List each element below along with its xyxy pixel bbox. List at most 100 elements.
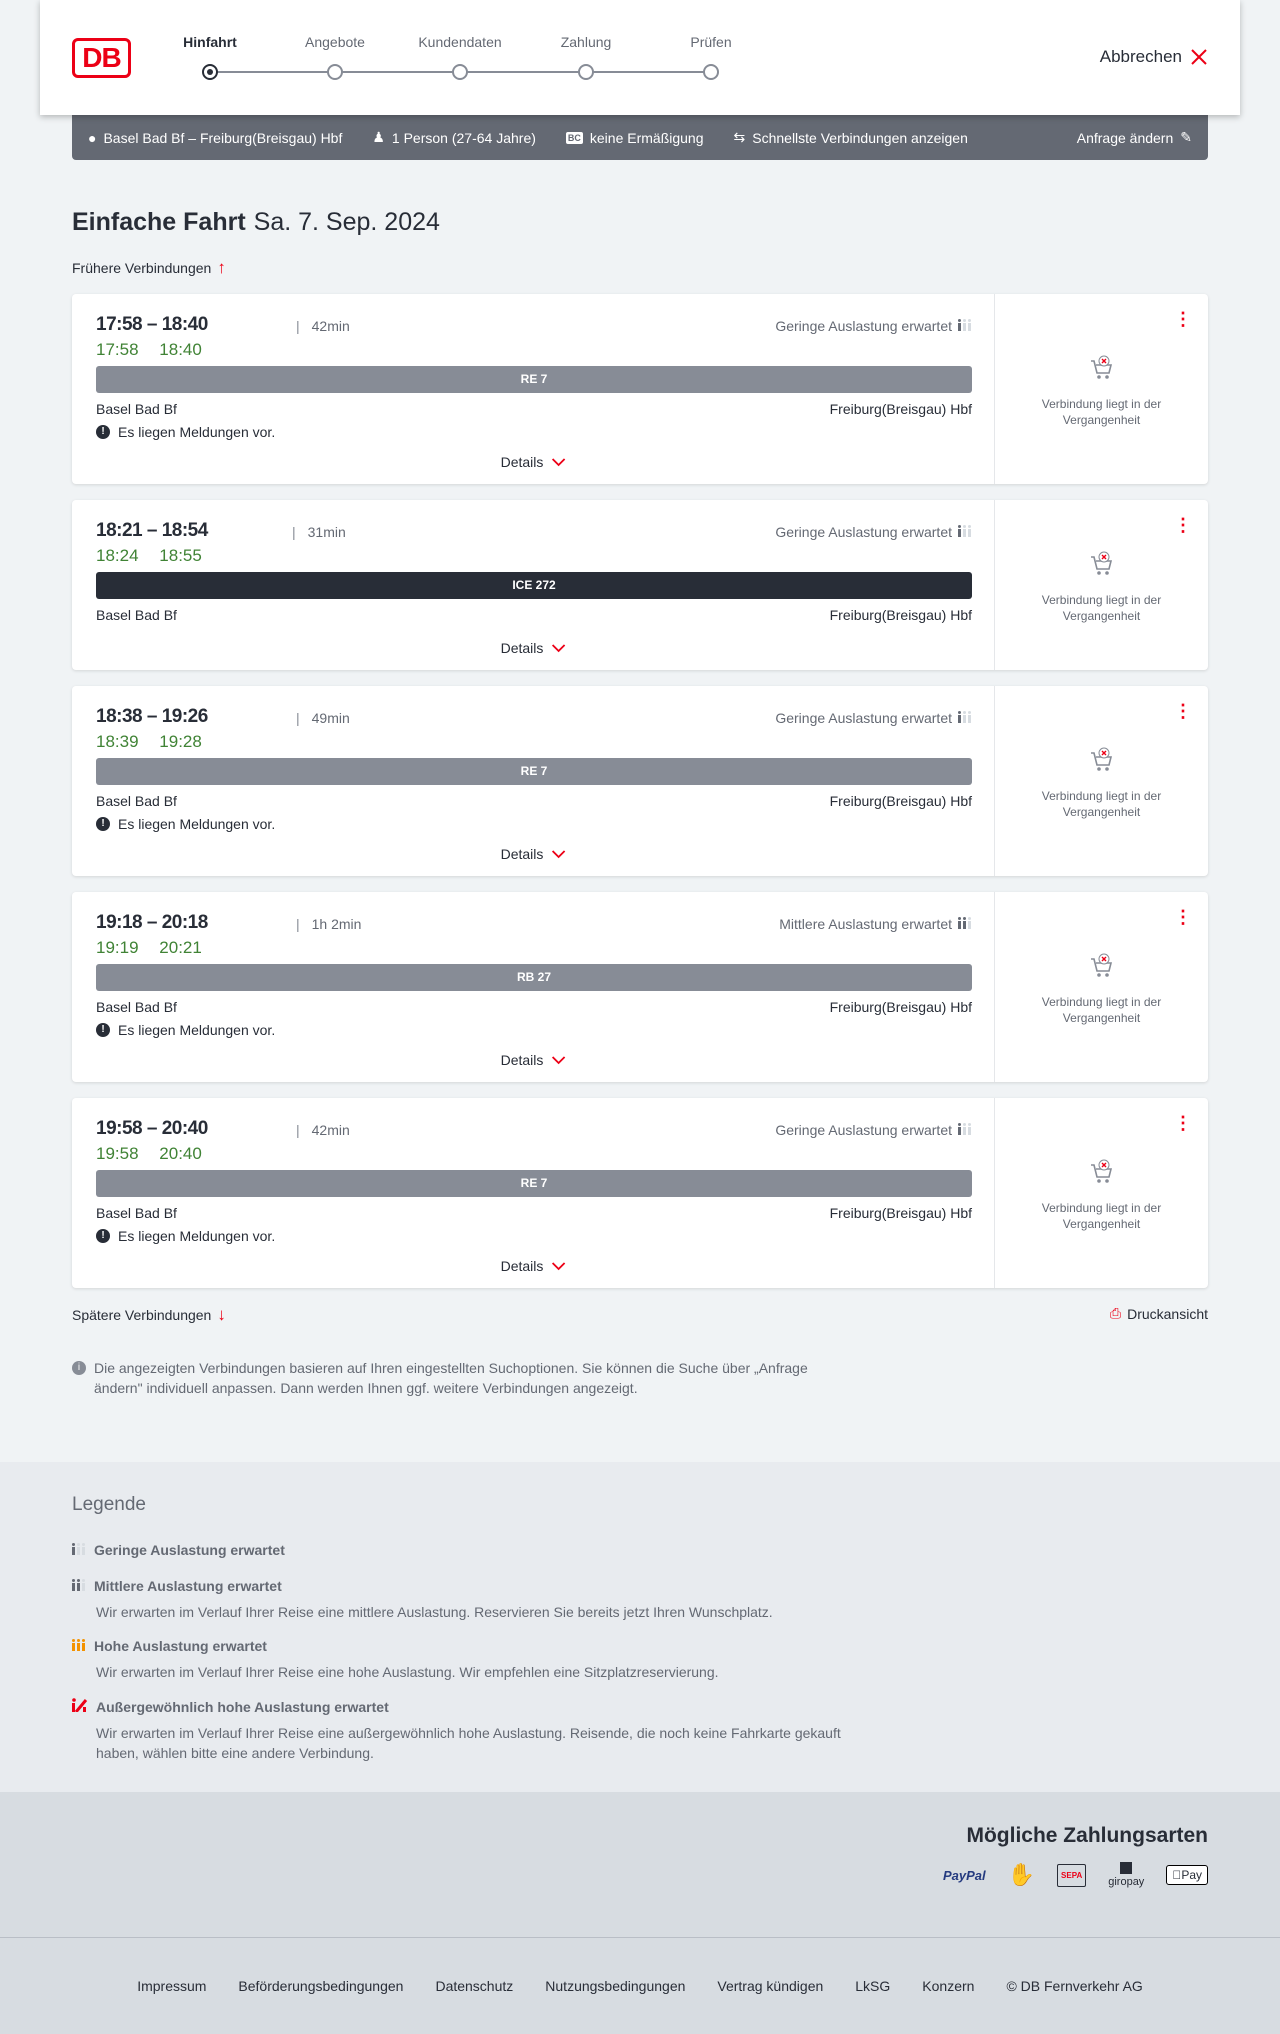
occupancy-indicator: Mittlere Auslastung erwartet [779, 916, 972, 932]
footer-link[interactable]: Konzern [922, 1978, 975, 1994]
page-title: Einfache Fahrt Sa. 7. Sep. 2024 [72, 208, 440, 237]
location-pin-icon: ● [88, 129, 97, 146]
legend-item: Mittlere Auslastung erwartet Wir erwarten… [72, 1578, 852, 1622]
arrow-up-icon: ↑ [217, 258, 226, 277]
departure-station: Basel Bad Bf [96, 999, 177, 1015]
search-summary-bar: ● Basel Bad Bf – Freiburg(Breisgau) Hbf ♟… [72, 115, 1208, 160]
footer-link[interactable]: Impressum [137, 1978, 207, 1994]
booking-status: ⋮ Verbindung liegt in der Vergangenheit [995, 1098, 1208, 1288]
header: DB Hinfahrt Angebote Kundendaten Zahlung Prü… [40, 0, 1240, 115]
route-summary[interactable]: ● Basel Bad Bf – Freiburg(Breisgau) Hbf [88, 130, 342, 146]
connection-card[interactable]: 18:21 – 18:54 | 31min Geringe Auslastung … [72, 500, 1208, 670]
pencil-icon: ✎ [1180, 129, 1192, 145]
step-indicator [703, 64, 719, 80]
more-options-icon[interactable]: ⋮ [1174, 515, 1192, 535]
arrow-down-icon: ↓ [217, 1305, 226, 1324]
duration: | 1h 2min [296, 916, 362, 932]
fastest-toggle[interactable]: ⇆ Schnellste Verbindungen anzeigen [734, 129, 968, 146]
db-logo[interactable]: DB [72, 38, 131, 78]
chevron-down-icon [551, 1261, 566, 1270]
details-toggle[interactable]: Details [501, 846, 566, 862]
connection-card[interactable]: 19:18 – 20:18 | 1h 2min Mittlere Auslastu… [72, 892, 1208, 1082]
earlier-connections-link[interactable]: Frühere Verbindungen ↑ [72, 258, 226, 278]
details-label: Details [500, 1052, 544, 1068]
legend-item: Hohe Auslastung erwartet Wir erwarten im … [72, 1638, 852, 1682]
details-label: Details [500, 846, 544, 862]
train-bar[interactable]: RE 7 [96, 758, 972, 785]
details-label: Details [500, 1258, 544, 1274]
details-toggle[interactable]: Details [501, 640, 566, 656]
departure-station: Basel Bad Bf [96, 793, 177, 809]
realtime-departure: 19:58 [96, 1144, 139, 1163]
legend-item-title: Außergewöhnlich hohe Auslastung erwartet [96, 1698, 389, 1715]
train-bar[interactable]: RE 7 [96, 366, 972, 393]
occupancy-indicator: Geringe Auslastung erwartet [775, 1122, 972, 1138]
discount-text: keine Ermäßigung [589, 129, 704, 146]
change-request-button[interactable]: Anfrage ändern ✎ [1077, 129, 1192, 146]
footer-link[interactable]: Nutzungsbedingungen [545, 1978, 686, 1994]
departure-station: Basel Bad Bf [96, 401, 177, 417]
train-bar[interactable]: RB 27 [96, 964, 972, 991]
step-label: Angebote [305, 34, 365, 50]
legend-item-desc: Wir erwarten im Verlauf Ihrer Reise eine… [96, 1725, 841, 1761]
realtime-arrival: 20:21 [159, 938, 202, 957]
realtime-times: 19:19 20:21 [96, 938, 202, 958]
more-options-icon[interactable]: ⋮ [1174, 701, 1192, 721]
details-toggle[interactable]: Details [501, 1258, 566, 1274]
duration-text: 42min [311, 318, 350, 334]
print-view-link[interactable]: ⎙ Druckansicht [1110, 1305, 1208, 1322]
realtime-times: 19:58 20:40 [96, 1144, 202, 1164]
occupancy-indicator: Geringe Auslastung erwartet [775, 524, 972, 540]
connection-card[interactable]: 18:38 – 19:26 | 49min Geringe Auslastung … [72, 686, 1208, 876]
exclamation-icon: ! [96, 1023, 110, 1037]
discount-summary[interactable]: BC keine Ermäßigung [565, 129, 704, 146]
occupancy-text: Mittlere Auslastung erwartet [779, 916, 952, 932]
duration: | 42min [296, 1122, 350, 1138]
cancel-button[interactable]: Abbrechen [1100, 47, 1208, 67]
credit-card-icon: ✋ [1007, 1862, 1036, 1887]
step-indicator [578, 64, 594, 80]
details-toggle[interactable]: Details [501, 1052, 566, 1068]
cancel-label: Abbrechen [1099, 47, 1182, 66]
notice: ! Es liegen Meldungen vor. [96, 1228, 275, 1244]
occupancy-indicator: Geringe Auslastung erwartet [775, 710, 972, 726]
later-connections-link[interactable]: Spätere Verbindungen ↓ [72, 1305, 226, 1325]
arrival-station: Freiburg(Breisgau) Hbf [829, 1205, 972, 1221]
realtime-arrival: 19:28 [159, 732, 202, 751]
arrival-station: Freiburg(Breisgau) Hbf [829, 607, 972, 623]
train-bar[interactable]: RE 7 [96, 1170, 972, 1197]
realtime-times: 18:39 19:28 [96, 732, 202, 752]
paypal-logo: PayPal [942, 1867, 986, 1883]
footer-link[interactable]: Beförderungsbedingungen [238, 1978, 404, 1994]
swap-arrows-icon: ⇆ [733, 129, 746, 145]
payment-title: Mögliche Zahlungsarten [966, 1824, 1208, 1847]
person-icon: ♟ [372, 129, 385, 145]
occupancy-text: Geringe Auslastung erwartet [775, 710, 952, 726]
connection-main: 18:21 – 18:54 | 31min Geringe Auslastung … [72, 500, 995, 670]
connection-card[interactable]: 19:58 – 20:40 | 42min Geringe Auslastung … [72, 1098, 1208, 1288]
notice-text: Es liegen Meldungen vor. [118, 816, 276, 832]
footer-link[interactable]: LkSG [855, 1978, 891, 1994]
more-options-icon[interactable]: ⋮ [1174, 907, 1192, 927]
occupancy-level-icon [72, 1698, 88, 1715]
cart-unavailable-icon [1090, 551, 1112, 575]
footer-link[interactable]: Vertrag kündigen [717, 1978, 824, 1994]
footer-link[interactable]: Datenschutz [435, 1978, 514, 1994]
traveller-summary[interactable]: ♟ 1 Person (27-64 Jahre) [372, 129, 536, 146]
notice-text: Es liegen Meldungen vor. [118, 1022, 276, 1038]
trip-type: Einfache Fahrt [72, 208, 246, 236]
details-toggle[interactable]: Details [501, 454, 566, 470]
legend-item-title: Hohe Auslastung erwartet [94, 1638, 267, 1654]
train-bar[interactable]: ICE 272 [96, 572, 972, 599]
legend-item-desc: Wir erwarten im Verlauf Ihrer Reise eine… [96, 1664, 719, 1680]
later-label: Spätere Verbindungen [72, 1307, 212, 1323]
booking-status: ⋮ Verbindung liegt in der Vergangenheit [995, 892, 1208, 1082]
more-options-icon[interactable]: ⋮ [1174, 309, 1192, 329]
connection-card[interactable]: 17:58 – 18:40 | 42min Geringe Auslastung … [72, 294, 1208, 484]
cart-unavailable-icon [1090, 355, 1112, 379]
more-options-icon[interactable]: ⋮ [1174, 1113, 1192, 1133]
notice-text: Es liegen Meldungen vor. [118, 424, 276, 440]
status-text: Verbindung liegt in der Vergangenheit [1041, 397, 1162, 427]
earlier-label: Frühere Verbindungen [72, 260, 212, 276]
legend-section: Legende Geringe Auslastung erwartet Mittl… [0, 1462, 1280, 1792]
